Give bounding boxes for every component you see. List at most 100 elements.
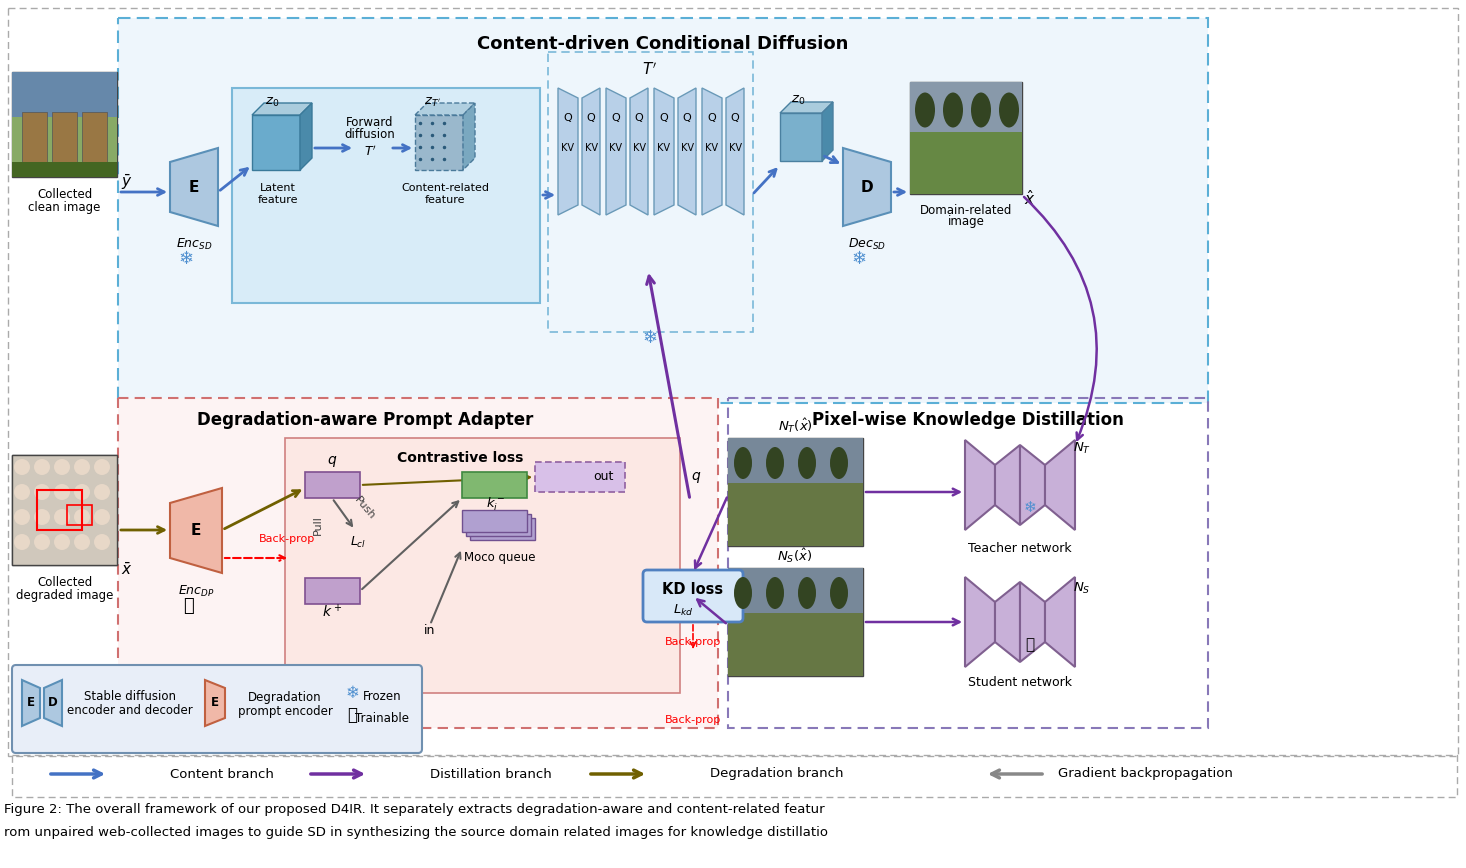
Text: 🔥: 🔥 <box>1025 637 1035 653</box>
Text: Q: Q <box>586 113 595 123</box>
Circle shape <box>94 534 110 550</box>
Text: Frozen: Frozen <box>362 689 402 702</box>
Text: ❄: ❄ <box>1023 501 1036 516</box>
Bar <box>252 115 301 170</box>
Text: E: E <box>26 696 35 709</box>
Text: Pixel-wise Knowledge Distillation: Pixel-wise Knowledge Distillation <box>812 411 1124 429</box>
Text: $L_{cl}$: $L_{cl}$ <box>350 535 366 549</box>
Text: $Dec_{SD}$: $Dec_{SD}$ <box>847 236 885 252</box>
Text: in: in <box>424 623 435 636</box>
Circle shape <box>94 484 110 500</box>
Circle shape <box>73 509 89 525</box>
Text: $z_{T^{\prime}}$: $z_{T^{\prime}}$ <box>424 95 440 108</box>
Text: KV: KV <box>705 143 718 153</box>
Bar <box>466 514 531 536</box>
Text: Back-prop: Back-prop <box>666 715 721 725</box>
Text: KV: KV <box>657 143 670 153</box>
Text: Q: Q <box>635 113 644 123</box>
Bar <box>12 455 117 565</box>
Text: $\hat{x}$: $\hat{x}$ <box>1025 189 1036 208</box>
Text: diffusion: diffusion <box>345 128 396 141</box>
Text: $k^+$: $k^+$ <box>323 603 342 621</box>
Polygon shape <box>822 102 833 161</box>
Bar <box>462 472 526 498</box>
Text: KD loss: KD loss <box>663 582 724 597</box>
Text: KV: KV <box>610 143 623 153</box>
Bar <box>37 490 82 530</box>
Text: KV: KV <box>680 143 693 153</box>
Bar <box>729 483 863 546</box>
Bar <box>284 438 680 693</box>
Circle shape <box>34 484 50 500</box>
Polygon shape <box>301 103 312 170</box>
Text: feature: feature <box>425 195 465 205</box>
Bar <box>12 72 117 177</box>
Text: D: D <box>48 696 57 709</box>
Bar <box>462 510 526 532</box>
Bar <box>117 18 1208 403</box>
Text: $N_S$: $N_S$ <box>1073 581 1091 595</box>
Ellipse shape <box>915 93 935 128</box>
Circle shape <box>94 459 110 475</box>
Text: Latent: Latent <box>259 183 296 193</box>
Text: feature: feature <box>258 195 298 205</box>
Circle shape <box>15 534 29 550</box>
Polygon shape <box>1020 445 1045 525</box>
Text: KV: KV <box>632 143 645 153</box>
Polygon shape <box>843 148 891 226</box>
Text: Degradation branch: Degradation branch <box>710 767 843 780</box>
Polygon shape <box>1045 577 1075 667</box>
Bar <box>12 755 1457 797</box>
Text: Back-prop: Back-prop <box>666 637 721 647</box>
Bar <box>910 82 1022 194</box>
Bar <box>535 462 625 492</box>
Bar <box>548 52 754 332</box>
FancyBboxPatch shape <box>12 665 422 753</box>
Ellipse shape <box>970 93 991 128</box>
Polygon shape <box>654 88 674 215</box>
Polygon shape <box>965 440 995 530</box>
Text: Pull: Pull <box>314 515 323 535</box>
Text: $k_i^-$: $k_i^-$ <box>487 496 506 513</box>
Polygon shape <box>205 680 224 726</box>
Bar <box>729 613 863 676</box>
Text: ❄: ❄ <box>345 684 359 702</box>
Text: Contrastive loss: Contrastive loss <box>397 451 523 465</box>
Text: out: out <box>592 470 613 483</box>
Text: KV: KV <box>585 143 598 153</box>
Bar <box>51 112 78 167</box>
Bar <box>729 398 1208 728</box>
Text: D: D <box>861 180 874 194</box>
Polygon shape <box>582 88 600 215</box>
Text: $\bar{y}$: $\bar{y}$ <box>122 173 133 192</box>
Bar <box>729 438 863 483</box>
Bar <box>117 398 718 728</box>
Text: Student network: Student network <box>968 675 1072 688</box>
Circle shape <box>54 509 70 525</box>
Text: Collected: Collected <box>37 576 92 589</box>
Polygon shape <box>170 488 221 573</box>
Circle shape <box>73 534 89 550</box>
Polygon shape <box>44 680 62 726</box>
Text: E: E <box>189 180 199 194</box>
Text: $N_S(\hat{x})$: $N_S(\hat{x})$ <box>777 547 812 565</box>
Polygon shape <box>965 577 995 667</box>
Text: $T'$: $T'$ <box>364 145 377 159</box>
Text: $\bar{x}$: $\bar{x}$ <box>122 562 133 578</box>
Ellipse shape <box>798 577 817 609</box>
Text: E: E <box>191 523 201 538</box>
Ellipse shape <box>767 447 784 479</box>
Text: degraded image: degraded image <box>16 589 113 602</box>
Polygon shape <box>170 148 218 226</box>
Bar <box>12 162 117 177</box>
Text: Gradient backpropagation: Gradient backpropagation <box>1058 767 1233 780</box>
Bar <box>12 455 117 565</box>
Text: Q: Q <box>683 113 692 123</box>
Text: $N_T$: $N_T$ <box>1073 440 1091 456</box>
Text: prompt encoder: prompt encoder <box>237 705 333 718</box>
Text: Collected: Collected <box>37 188 92 201</box>
Bar <box>67 505 92 525</box>
Text: Push: Push <box>353 495 377 522</box>
Bar <box>82 112 107 167</box>
Polygon shape <box>463 103 475 170</box>
